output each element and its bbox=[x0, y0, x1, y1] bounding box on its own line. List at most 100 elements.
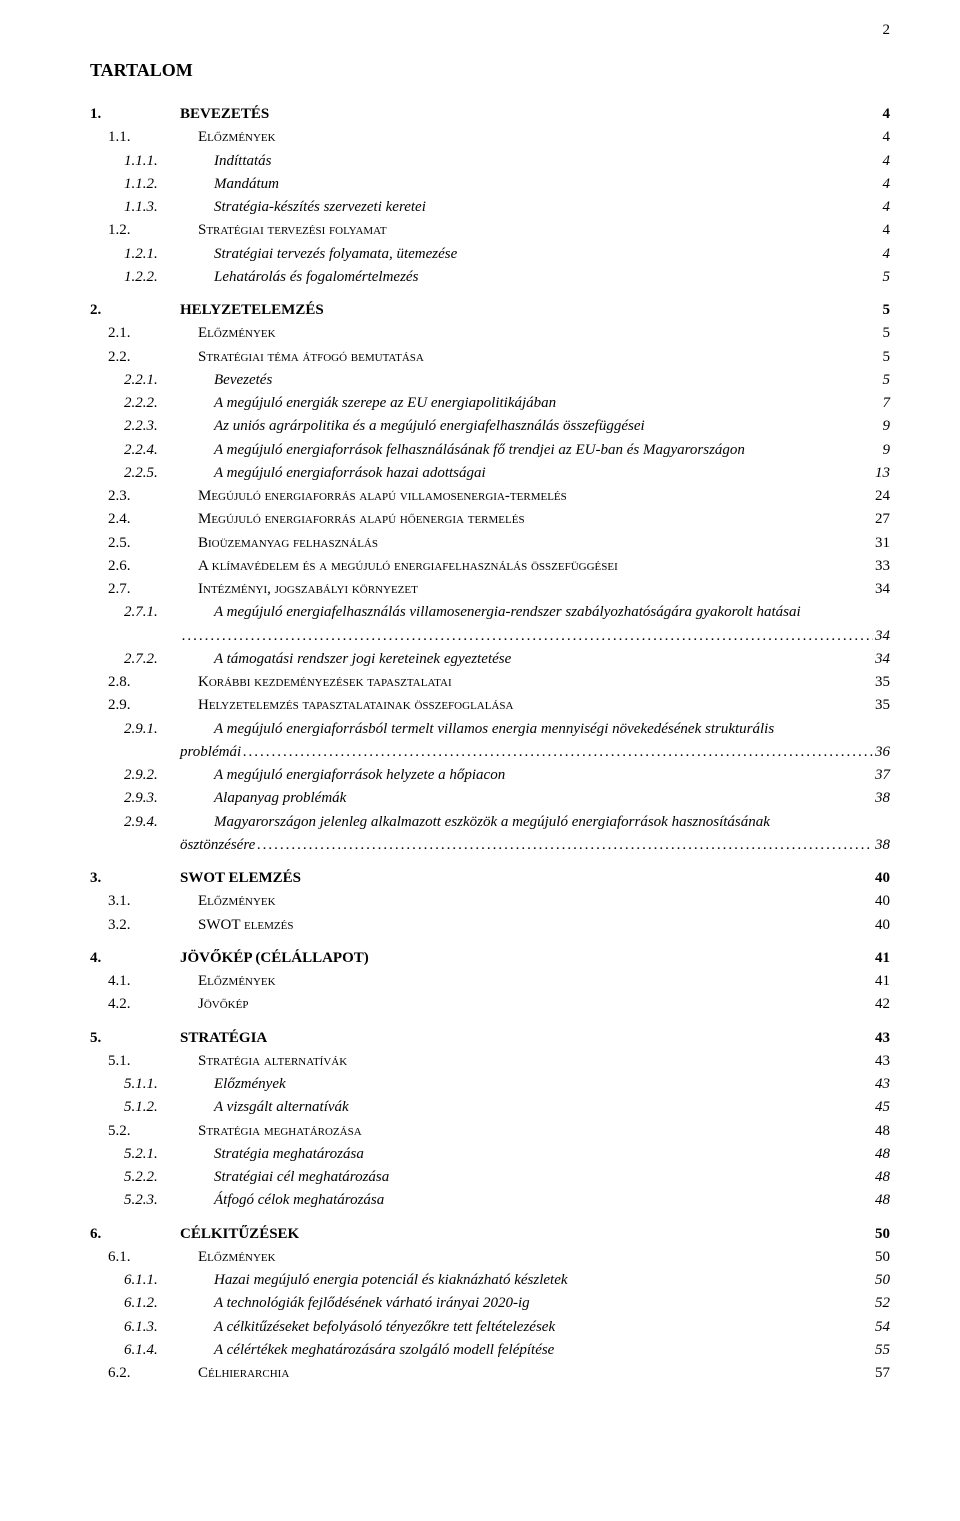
toc-page: 50 bbox=[873, 1223, 890, 1246]
toc-page: 40 bbox=[873, 890, 890, 913]
toc-number: 1.2.1. bbox=[90, 243, 214, 266]
toc-entry: 2.7.Intézményi, jogszabályi környezet34 bbox=[90, 578, 890, 601]
toc-text: Lehatárolás és fogalomértelmezés bbox=[214, 266, 420, 289]
toc-page: 41 bbox=[873, 970, 890, 993]
toc-entry: 6.1.Előzmények50 bbox=[90, 1246, 890, 1269]
toc-page: 37 bbox=[873, 764, 890, 787]
toc-entry: 2.1.Előzmények5 bbox=[90, 322, 890, 345]
toc-number: 4.2. bbox=[90, 993, 198, 1016]
toc-text: A megújuló energiaforrások felhasználásá… bbox=[214, 439, 747, 462]
toc-text: Stratégiai téma átfogó bemutatása bbox=[198, 346, 426, 369]
toc-number: 2. bbox=[90, 299, 180, 322]
toc-text: Megújuló energiaforrás alapú villamosene… bbox=[198, 485, 569, 508]
toc-text: Bevezetés bbox=[214, 369, 274, 392]
toc-entry: 1.2.Stratégiai tervezési folyamat4 bbox=[90, 219, 890, 242]
toc-entry: 6.1.3.A célkitűzéseket befolyásoló ténye… bbox=[90, 1316, 890, 1339]
toc-text: Előzmények bbox=[198, 322, 278, 345]
toc-text: Korábbi kezdeményezések tapasztalatai bbox=[198, 671, 454, 694]
toc-page: 34 bbox=[875, 625, 890, 648]
toc-page: 48 bbox=[873, 1143, 890, 1166]
toc-entry: 2.7.2.A támogatási rendszer jogi keretei… bbox=[90, 648, 890, 671]
toc-text: Helyzetelemzés tapasztalatainak összefog… bbox=[198, 694, 515, 717]
toc-text: Stratégia alternatívák bbox=[198, 1050, 349, 1073]
toc-page: 5 bbox=[881, 346, 891, 369]
toc-number: 3.2. bbox=[90, 914, 198, 937]
toc-entry: 2.5.Bioüzemanyag felhasználás31 bbox=[90, 532, 890, 555]
toc-text: A megújuló energiaforrások helyzete a hő… bbox=[214, 764, 507, 787]
toc-text: A vizsgált alternatívák bbox=[214, 1096, 351, 1119]
toc-page: 43 bbox=[873, 1027, 890, 1050]
toc-page: 57 bbox=[873, 1362, 890, 1385]
toc-number: 1.1.2. bbox=[90, 173, 214, 196]
toc-entry: 4.2.Jövőkép42 bbox=[90, 993, 890, 1016]
toc-number: 4.1. bbox=[90, 970, 198, 993]
toc-text: Intézményi, jogszabályi környezet bbox=[198, 578, 420, 601]
toc-page: 52 bbox=[873, 1292, 890, 1315]
toc-entry: 2.2.4.A megújuló energiaforrások felhasz… bbox=[90, 439, 890, 462]
toc-entry: 1.1.Előzmények4 bbox=[90, 126, 890, 149]
toc-number: 5. bbox=[90, 1027, 180, 1050]
toc-page: 5 bbox=[881, 299, 891, 322]
toc-text: A megújuló energiák szerepe az EU energi… bbox=[214, 392, 558, 415]
toc-page: 9 bbox=[881, 415, 891, 438]
toc-text: Stratégia meghatározása bbox=[198, 1120, 364, 1143]
toc-number: 4. bbox=[90, 947, 180, 970]
toc-leader bbox=[257, 834, 873, 857]
toc-entry: 6.1.2.A technológiák fejlődésének várhat… bbox=[90, 1292, 890, 1315]
toc-entry: 1.2.2.Lehatárolás és fogalomértelmezés5 bbox=[90, 266, 890, 289]
toc-text: Alapanyag problémák bbox=[214, 787, 348, 810]
toc-text: A technológiák fejlődésének várható irán… bbox=[214, 1292, 532, 1315]
toc-number: 6.1.1. bbox=[90, 1269, 214, 1292]
toc-entry: 6.1.4.A célértékek meghatározására szolg… bbox=[90, 1339, 890, 1362]
toc-number: 1.2. bbox=[90, 219, 198, 242]
toc-page: 5 bbox=[881, 369, 891, 392]
toc-entry: 2.2.5.A megújuló energiaforrások hazai a… bbox=[90, 462, 890, 485]
toc-number: 6.1.2. bbox=[90, 1292, 214, 1315]
toc-entry: 6.CÉLKITŰZÉSEK50 bbox=[90, 1223, 890, 1246]
toc-number: 2.9.4. bbox=[90, 811, 214, 834]
toc-page: 48 bbox=[873, 1189, 890, 1212]
toc-entry: 5.2.2.Stratégiai cél meghatározása48 bbox=[90, 1166, 890, 1189]
toc-text: Előzmények bbox=[214, 1073, 288, 1096]
toc-number: 2.2.1. bbox=[90, 369, 214, 392]
toc-text: Mandátum bbox=[214, 173, 281, 196]
toc-entry: 4.JÖVŐKÉP (CÉLÁLLAPOT)41 bbox=[90, 947, 890, 970]
toc-entry: 5.1.2.A vizsgált alternatívák45 bbox=[90, 1096, 890, 1119]
toc-number: 2.9.1. bbox=[90, 718, 214, 741]
toc-entry: 5.1.Stratégia alternatívák43 bbox=[90, 1050, 890, 1073]
toc-entry: 2.9.2.A megújuló energiaforrások helyzet… bbox=[90, 764, 890, 787]
toc-entry: 3.2.SWOT elemzés40 bbox=[90, 914, 890, 937]
toc-number: 2.6. bbox=[90, 555, 198, 578]
toc-number: 2.9.3. bbox=[90, 787, 214, 810]
toc-text: A megújuló energiaforrásból termelt vill… bbox=[214, 718, 776, 741]
toc-entry: 2.2.2.A megújuló energiák szerepe az EU … bbox=[90, 392, 890, 415]
toc-text: Előzmények bbox=[198, 890, 278, 913]
toc-number: 2.9. bbox=[90, 694, 198, 717]
toc-page: 43 bbox=[873, 1050, 890, 1073]
toc-entry: 4.1.Előzmények 41 bbox=[90, 970, 890, 993]
toc-number: 3.1. bbox=[90, 890, 198, 913]
toc-page: 54 bbox=[873, 1316, 890, 1339]
toc-text: Célhierarchia bbox=[198, 1362, 291, 1385]
toc-text: JÖVŐKÉP (CÉLÁLLAPOT) bbox=[180, 947, 371, 970]
toc-entry: 1.1.1.Indíttatás4 bbox=[90, 150, 890, 173]
toc-page: 4 bbox=[881, 196, 891, 219]
toc-text: Indíttatás bbox=[214, 150, 274, 173]
toc-page: 40 bbox=[873, 867, 890, 890]
toc-number: 2.7.2. bbox=[90, 648, 214, 671]
toc-entry: 5.2.3.Átfogó célok meghatározása48 bbox=[90, 1189, 890, 1212]
toc-number: 2.2.4. bbox=[90, 439, 214, 462]
toc-number: 2.2.3. bbox=[90, 415, 214, 438]
toc-page: 48 bbox=[873, 1120, 890, 1143]
toc-text: Előzmények bbox=[198, 1246, 278, 1269]
toc-page: 35 bbox=[873, 694, 890, 717]
toc-number: 6.1. bbox=[90, 1246, 198, 1269]
toc-number: 2.9.2. bbox=[90, 764, 214, 787]
toc-text: STRATÉGIA bbox=[180, 1027, 269, 1050]
toc-page: 31 bbox=[873, 532, 890, 555]
toc-text: Előzmények bbox=[198, 970, 278, 993]
toc-number: 3. bbox=[90, 867, 180, 890]
toc-text: BEVEZETÉS bbox=[180, 103, 271, 126]
toc-entry: 2.8.Korábbi kezdeményezések tapasztalata… bbox=[90, 671, 890, 694]
toc-page: 4 bbox=[881, 219, 891, 242]
